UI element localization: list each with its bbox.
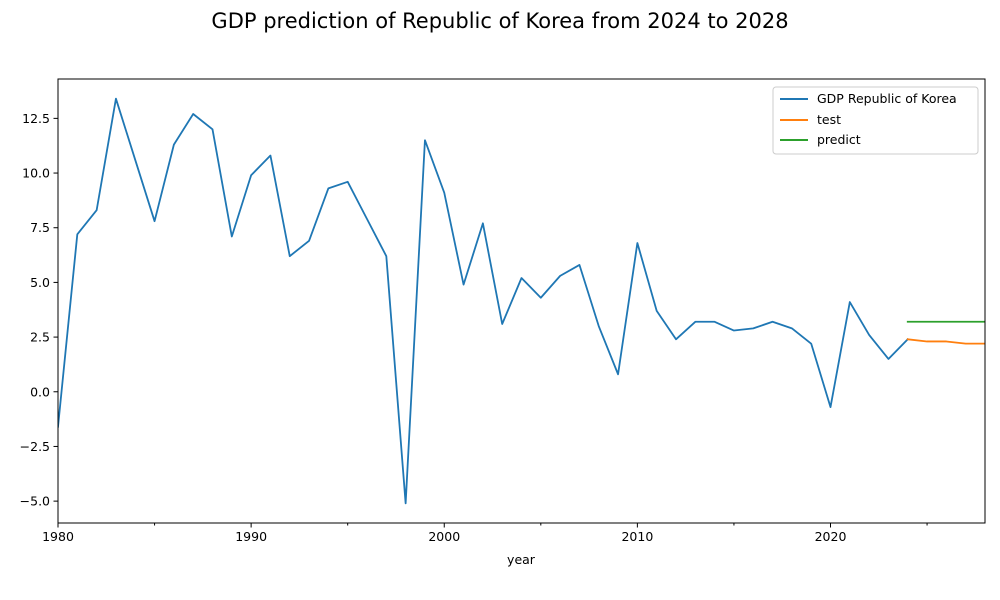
x-tick-label: 2020: [815, 529, 847, 544]
y-tick-label: −2.5: [20, 439, 50, 454]
y-tick-label: 2.5: [30, 330, 50, 345]
legend: GDP Republic of Korea test predict: [772, 86, 979, 155]
x-tick-label: 2010: [621, 529, 653, 544]
y-tick-label: −5.0: [20, 494, 50, 509]
plot-area: 1980 1990 2000 2010 2020 −5.0 −2.5 0.0 2.5 5.0 7.…: [20, 78, 986, 544]
series-line-gdp: [58, 97, 910, 505]
x-axis: 1980 1990 2000 2010 2020: [42, 523, 928, 544]
legend-box: [772, 86, 979, 155]
legend-label-test: test: [817, 112, 841, 127]
plot-frame: [57, 78, 986, 524]
x-tick-label: 1980: [42, 529, 74, 544]
series-layer: [58, 97, 985, 505]
y-axis: −5.0 −2.5 0.0 2.5 5.0 7.5 10.0 12.5: [20, 111, 58, 509]
y-tick-label: 12.5: [22, 111, 50, 126]
legend-label-predict: predict: [817, 132, 861, 147]
y-tick-label: 7.5: [30, 220, 50, 235]
y-tick-label: 10.0: [22, 166, 50, 181]
y-tick-label: 0.0: [30, 384, 50, 399]
y-tick-label: 5.0: [30, 275, 50, 290]
x-axis-label: year: [507, 552, 536, 567]
x-tick-label: 1990: [235, 529, 267, 544]
series-line-test: [906, 338, 985, 345]
chart-title: GDP prediction of Republic of Korea from…: [211, 9, 788, 33]
x-tick-label: 2000: [428, 529, 460, 544]
legend-label-gdp: GDP Republic of Korea: [817, 91, 957, 106]
